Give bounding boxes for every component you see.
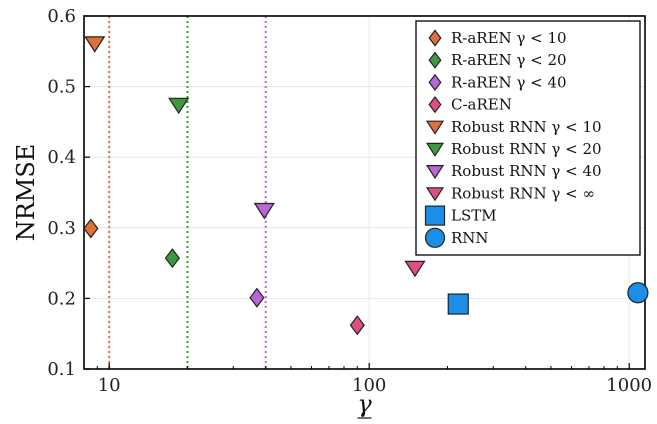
- data-point-triangle-down: [168, 97, 190, 115]
- x-axis-label: γ: [357, 390, 372, 418]
- data-point-triangle-down: [84, 36, 106, 53]
- legend-box: [415, 20, 641, 256]
- y-tick-label: 0.2: [47, 288, 76, 309]
- legend-entry-label: RNN: [451, 229, 489, 247]
- legend: R-aREN γ < 10 R-aREN γ < 20 R-aREN γ < 40 C…: [415, 20, 641, 256]
- x-tick-label: 100: [352, 375, 386, 396]
- data-point-diamond: [349, 315, 365, 336]
- x-tick-label: 10: [98, 375, 121, 396]
- legend-marker-square: [424, 205, 446, 226]
- data-point-square: [447, 293, 469, 315]
- data-markers: [83, 36, 649, 336]
- legend-entry-label: C-aREN: [451, 96, 512, 114]
- legend-marker-triangle-down: [425, 120, 445, 135]
- data-point-triangle-down: [404, 260, 426, 278]
- y-axis-ticks: 0.1 0.2 0.3 0.4 0.5 0.6: [47, 6, 90, 380]
- legend-marker-diamond: [428, 96, 442, 114]
- x-axis-ticks: 10 100 1000: [96, 363, 652, 396]
- y-tick-label: 0.4: [47, 147, 76, 168]
- plot-area-frame: [83, 15, 646, 370]
- y-tick-label: 0.1: [47, 359, 76, 380]
- legend-entry-label: R-aREN γ < 40: [451, 73, 567, 91]
- legend-marker-diamond: [428, 51, 442, 69]
- data-point-circle: [627, 282, 649, 304]
- legend-entry-label: Robust RNN γ < ∞: [451, 184, 595, 202]
- y-tick-label: 0.5: [47, 77, 76, 98]
- legend-entry-label: Robust RNN γ < 40: [451, 162, 602, 180]
- legend-entry-label: Robust RNN γ < 10: [451, 118, 602, 136]
- legend-marker-triangle-down: [425, 187, 445, 202]
- x-tick-label: 1000: [606, 375, 652, 396]
- data-point-diamond: [83, 218, 99, 239]
- legend-marker-circle: [424, 227, 446, 248]
- y-tick-label: 0.6: [47, 6, 76, 27]
- y-axis-label: NRMSE: [12, 144, 40, 242]
- reference-lines: [108, 16, 267, 369]
- legend-entry-label: Robust RNN γ < 20: [451, 140, 602, 158]
- data-point-triangle-down: [253, 202, 275, 220]
- legend-marker-diamond: [428, 29, 442, 47]
- y-tick-label: 0.3: [47, 218, 76, 239]
- legend-entry-label: R-aREN γ < 10: [451, 29, 567, 47]
- legend-marker-triangle-down: [425, 165, 445, 180]
- legend-marker-diamond: [428, 73, 442, 91]
- legend-entry-label: LSTM: [451, 207, 497, 225]
- legend-marker-triangle-down: [425, 142, 445, 157]
- data-point-diamond: [249, 287, 265, 308]
- data-point-diamond: [164, 248, 180, 269]
- legend-entry-label: R-aREN γ < 20: [451, 51, 567, 69]
